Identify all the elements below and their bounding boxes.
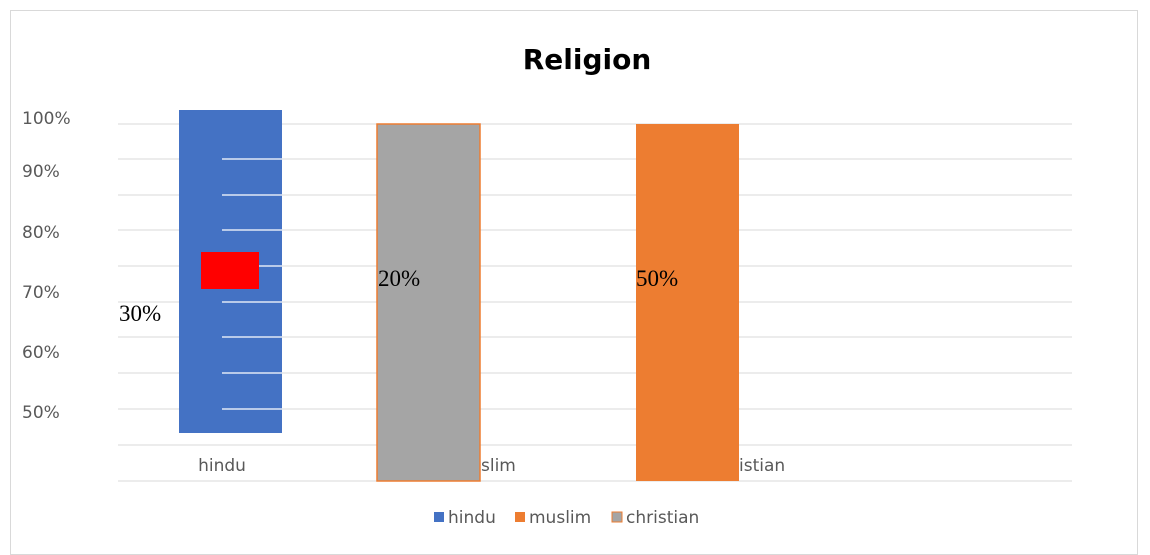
data-label-christian: 50% (636, 266, 678, 291)
y-tick-label: 100% (22, 109, 71, 129)
y-tick-label: 50% (22, 403, 60, 423)
category-label-muslim: slim (481, 456, 516, 476)
legend-swatch-christian (611, 511, 623, 523)
legend-swatch-hindu (434, 512, 444, 522)
legend-label-hindu: hindu (448, 508, 496, 528)
legend-swatch-muslim (515, 512, 525, 522)
bar-overlay-lines (222, 158, 282, 410)
category-label-christian: istian (739, 456, 785, 476)
red-marker (201, 252, 259, 289)
y-tick-label: 80% (22, 223, 60, 243)
legend: hindu muslim christian (434, 508, 699, 528)
data-label-hindu: 30% (119, 301, 161, 326)
y-tick-label: 90% (22, 162, 60, 182)
legend-label-muslim: muslim (529, 508, 591, 528)
chart-title: Religion (523, 43, 652, 76)
data-label-muslim: 20% (378, 266, 420, 291)
y-tick-label: 60% (22, 343, 60, 363)
legend-label-christian: christian (626, 508, 699, 528)
category-label-hindu: hindu (198, 456, 246, 476)
y-axis-ticks: 100% 90% 80% 70% 60% 50% (22, 109, 71, 423)
y-tick-label: 70% (22, 283, 60, 303)
bar-christian (636, 124, 739, 481)
bar-muslim (376, 123, 481, 482)
